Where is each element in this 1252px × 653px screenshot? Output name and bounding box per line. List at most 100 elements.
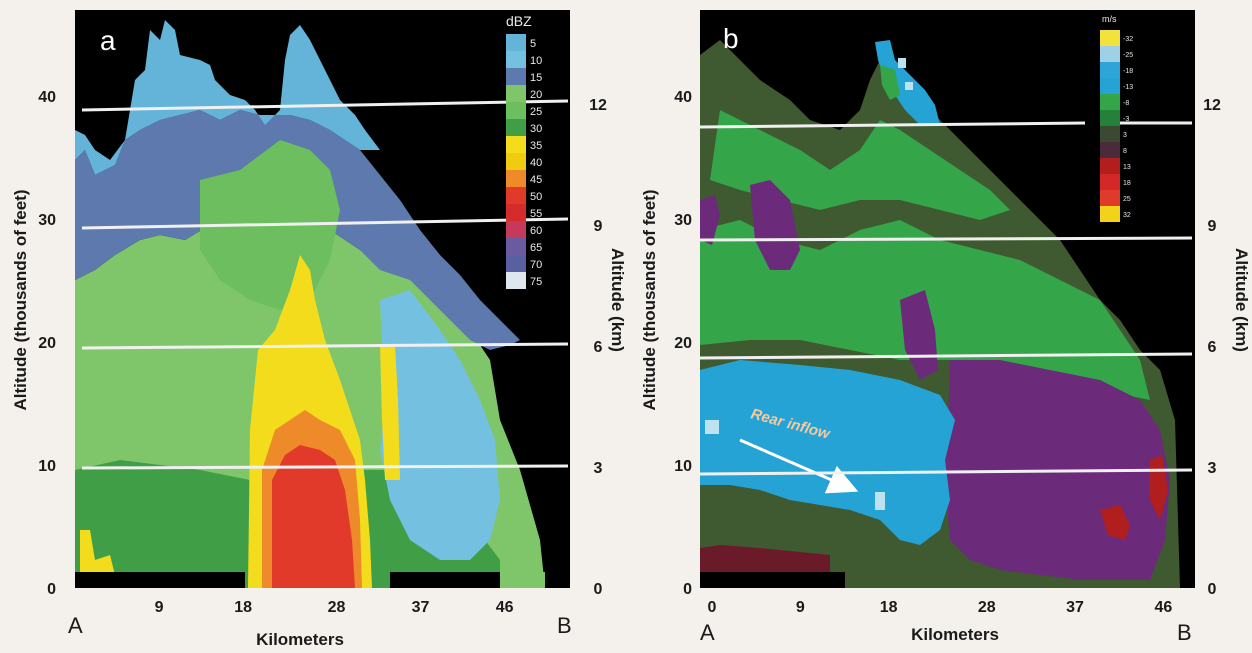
- panel-a-legend-label-10: 10: [530, 55, 542, 67]
- panel-a-y-tick-right-12: 12: [589, 97, 607, 114]
- panel-a-legend-label-40: 40: [530, 157, 542, 169]
- panel-a-legend-swatch-5: [506, 34, 526, 51]
- panel-a-x-ticks: 9 18 28 37 46: [155, 599, 514, 616]
- velocity-fold-speck-top: [898, 58, 906, 68]
- panel-b-legend-label-25: 25: [1123, 196, 1131, 203]
- panel-a-y-tick-right-9: 9: [594, 218, 603, 235]
- panel-a-label: a: [100, 25, 116, 56]
- panel-a-x-tick-9: 9: [155, 599, 164, 616]
- panel-a-y-tick-left-40: 40: [38, 89, 56, 106]
- panel-b-y-tick-left-20: 20: [674, 335, 692, 352]
- panel-a-y-ticks-right: 0 3 6 9 12: [589, 97, 607, 598]
- panel-b-x-tick-37: 37: [1066, 599, 1084, 616]
- panel-b-label: b: [723, 23, 739, 54]
- echo-35dbz-speckle: [80, 530, 115, 575]
- panel-a-end-label: B: [557, 613, 572, 638]
- panel-b-legend-label--32: -32: [1123, 36, 1133, 43]
- panel-a-legend-label-60: 60: [530, 225, 542, 237]
- panel-b-legend-label--3: -3: [1123, 116, 1129, 123]
- panel-a-legend-swatch-20: [506, 85, 526, 102]
- panel-b-y-axis-label-right: Altitude (km): [1232, 248, 1251, 352]
- panel-b-altitude-lines: [699, 121, 1193, 476]
- panel-a-legend-swatch-60: [506, 221, 526, 238]
- echo-55dbz-core: [272, 445, 355, 588]
- panel-a-altitude-line-9km: [81, 217, 569, 230]
- panel-b-legend-swatch-13: [1100, 158, 1120, 174]
- panel-a-legend-swatch-35: [506, 136, 526, 153]
- panel-a-legend-label-20: 20: [530, 89, 542, 101]
- panel-a-x-tick-46: 46: [496, 599, 514, 616]
- panel-a-y-axis-label-left: Altitude (thousands of feet): [11, 190, 30, 411]
- panel-b-y-tick-right-12: 12: [1203, 97, 1221, 114]
- panel-b-end-label: B: [1177, 620, 1192, 645]
- panel-b-legend-label--18: -18: [1123, 68, 1133, 75]
- panel-a-x-tick-37: 37: [412, 599, 430, 616]
- panel-b-x-tick-28: 28: [978, 599, 996, 616]
- panel-b-legend-swatch-8: [1100, 142, 1120, 158]
- echo-5dbz-region: [75, 20, 380, 175]
- ground-strip-left: [75, 572, 245, 588]
- panel-a-legend-title: dBZ: [506, 13, 532, 29]
- panel-a-legend-label-25: 25: [530, 106, 542, 118]
- panel-b-legend-swatch-32: [1100, 206, 1120, 222]
- panel-a-legend-label-75: 75: [530, 276, 542, 288]
- echo-15dbz-region: [75, 110, 520, 350]
- panel-a-legend-swatch-70: [506, 255, 526, 272]
- panel-b-legend-label--13: -13: [1123, 84, 1133, 91]
- panel-a-y-tick-right-6: 6: [594, 339, 603, 356]
- panel-b-x-tick-9: 9: [796, 599, 805, 616]
- panel-b-legend-swatch--8: [1100, 94, 1120, 110]
- panel-a-legend-label-15: 15: [530, 72, 542, 84]
- panel-b-altitude-line-9km: [699, 236, 1193, 242]
- panel-b-y-tick-left-40: 40: [674, 89, 692, 106]
- panel-b-velocity: Rear inflow m/s -32-25-18-13-8-338131825…: [640, 10, 1251, 645]
- panel-b-x-tick-46: 46: [1154, 599, 1172, 616]
- panel-a-legend-swatch-75: [506, 272, 526, 289]
- panel-a-x-tick-28: 28: [328, 599, 346, 616]
- panel-a-legend-label-35: 35: [530, 140, 542, 152]
- velocity-region-plus8-upper: [750, 180, 800, 270]
- panel-b-altitude-line-12km: [699, 121, 1086, 129]
- panel-a-altitude-line-12km: [81, 99, 569, 112]
- panel-a-legend: dBZ 5 10 15 20 25 30 35 40 45 50 55 60 65 70 75: [506, 13, 542, 289]
- panel-a-y-tick-left-20: 20: [38, 335, 56, 352]
- panel-a-y-tick-left-30: 30: [38, 212, 56, 229]
- panel-b-start-label: A: [700, 620, 715, 645]
- panel-a-legend-label-50: 50: [530, 191, 542, 203]
- rear-inflow-arrow: [739, 438, 859, 494]
- panel-b-legend-label--25: -25: [1123, 52, 1133, 59]
- echo-10dbz-region-right: [380, 290, 500, 560]
- panel-b-legend-title: m/s: [1102, 14, 1117, 24]
- panel-a-altitude-line-3km: [81, 464, 569, 470]
- panel-a-legend-swatch-25: [506, 102, 526, 119]
- panel-a-x-axis-label: Kilometers: [256, 630, 344, 649]
- panel-a-y-tick-left-0: 0: [47, 581, 56, 598]
- panel-a-x-tick-18: 18: [234, 599, 252, 616]
- velocity-region-plus8-left: [700, 195, 720, 245]
- panel-a-legend-label-70: 70: [530, 259, 542, 271]
- panel-b-y-tick-left-0: 0: [683, 581, 692, 598]
- panel-b-legend-label-3: 3: [1123, 132, 1127, 139]
- panel-a-legend-label-55: 55: [530, 208, 542, 220]
- velocity-fold-speck-mid: [875, 492, 885, 510]
- panel-b-altitude-line-3km: [699, 468, 1193, 476]
- panel-a-legend-swatch-45: [506, 170, 526, 187]
- velocity-fold-speck-left: [705, 420, 719, 434]
- panel-b-ground-strip: [700, 572, 845, 588]
- panel-b-legend-swatch--13: [1100, 78, 1120, 94]
- panel-b-legend-swatch-3: [1100, 126, 1120, 142]
- panel-a-legend-label-45: 45: [530, 174, 542, 186]
- panel-b-y-tick-right-0: 0: [1208, 581, 1217, 598]
- panel-b-y-axis-label-left: Altitude (thousands of feet): [640, 190, 659, 411]
- panel-b-y-ticks-left: 0 10 20 30 40: [674, 89, 692, 598]
- panel-b-legend-swatch--18: [1100, 62, 1120, 78]
- panel-a-legend-swatch-65: [506, 238, 526, 255]
- velocity-green-patch: [880, 65, 900, 100]
- velocity-region-minus8-upper: [710, 110, 1010, 220]
- panel-b-legend-label-18: 18: [1123, 180, 1131, 187]
- velocity-region-plus13: [1100, 505, 1130, 540]
- panel-b-y-ticks-right: 0 3 6 9 12: [1203, 97, 1221, 598]
- echo-35dbz-column: [380, 345, 400, 480]
